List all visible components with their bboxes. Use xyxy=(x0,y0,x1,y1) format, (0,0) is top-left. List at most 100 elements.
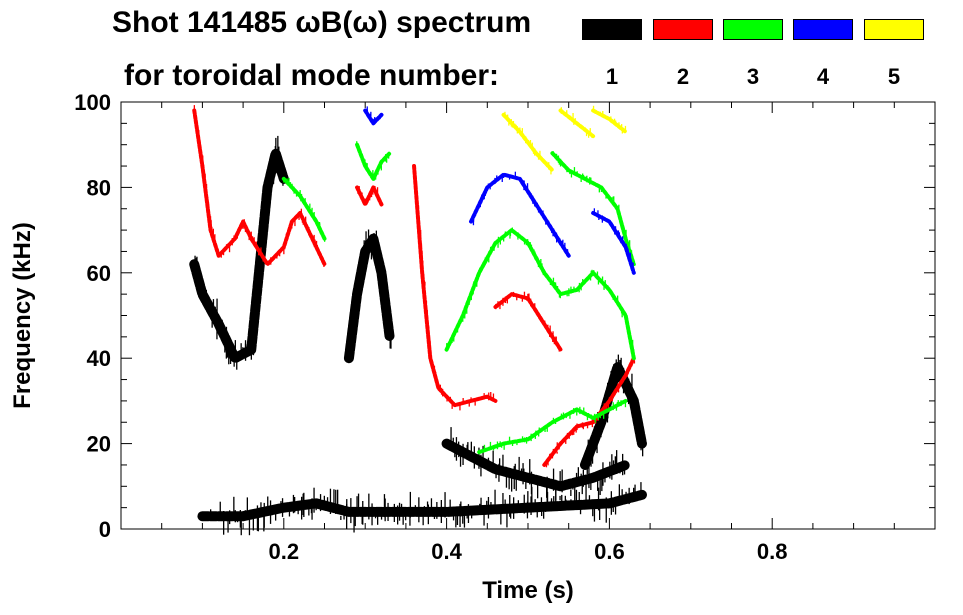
spectral-pixel-mode-4 xyxy=(487,185,489,188)
spectral-pixel-mode-3 xyxy=(537,257,539,261)
spectral-pixel-mode-4 xyxy=(480,200,483,204)
spectral-pixel-mode-1 xyxy=(212,299,215,312)
spectral-pixel-mode-1 xyxy=(575,489,578,509)
spectral-pixel-mode-3 xyxy=(576,171,578,177)
spectral-pixel-mode-3 xyxy=(458,319,461,324)
spectral-pixel-mode-1 xyxy=(373,233,375,240)
spectral-pixel-mode-3 xyxy=(578,282,581,290)
spectral-pixel-mode-1 xyxy=(549,481,551,488)
spectral-pixel-mode-2 xyxy=(207,206,209,212)
spectral-pixel-mode-5 xyxy=(585,130,588,137)
spectral-pixel-mode-2 xyxy=(217,249,219,257)
spectral-pixel-mode-2 xyxy=(566,432,569,439)
spectral-pixel-mode-4 xyxy=(626,246,628,254)
spectral-pixel-mode-2 xyxy=(204,178,206,184)
spectral-pixel-mode-1 xyxy=(387,312,389,339)
spectral-pixel-mode-1 xyxy=(466,512,468,519)
spectral-pixel-mode-1 xyxy=(591,445,594,464)
spectral-pixel-mode-1 xyxy=(628,378,630,405)
spectral-pixel-mode-3 xyxy=(555,153,558,161)
spectral-pixel-mode-1 xyxy=(350,498,352,524)
spectral-pixel-mode-3 xyxy=(591,269,593,276)
spectral-pixel-mode-3 xyxy=(553,282,556,286)
spectral-pixel-mode-1 xyxy=(323,495,325,511)
spectral-pixel-mode-3 xyxy=(599,415,601,419)
spectral-pixel-mode-1 xyxy=(600,412,602,438)
spectral-pixel-mode-1 xyxy=(374,243,376,252)
spectral-pixel-mode-1 xyxy=(458,448,460,458)
spectral-pixel-mode-2 xyxy=(617,388,620,393)
spectral-pixel-mode-1 xyxy=(261,228,263,247)
spectral-pixel-mode-4 xyxy=(618,232,620,239)
spectral-pixel-mode-1 xyxy=(544,507,547,512)
spectral-pixel-mode-3 xyxy=(322,233,324,236)
spectral-pixel-mode-2 xyxy=(419,236,421,239)
spectral-pixel-mode-3 xyxy=(372,170,374,178)
spectral-pixel-mode-3 xyxy=(384,159,386,162)
x-axis-label: Time (s) xyxy=(482,577,574,604)
spectral-pixel-mode-1 xyxy=(200,279,202,291)
spectral-pixel-mode-2 xyxy=(552,448,554,456)
spectral-pixel-mode-3 xyxy=(593,270,595,276)
spectral-pixel-mode-1 xyxy=(365,231,367,255)
mode-5-trace xyxy=(501,111,555,175)
spectral-pixel-mode-2 xyxy=(300,208,302,216)
spectral-pixel-mode-3 xyxy=(311,207,313,213)
spectral-pixel-mode-2 xyxy=(611,397,613,401)
spectral-pixel-mode-1 xyxy=(530,496,532,515)
spectral-pixel-mode-1 xyxy=(450,427,452,448)
spectral-pixel-mode-2 xyxy=(418,227,420,235)
spectral-pixel-mode-2 xyxy=(358,186,360,192)
spectral-pixel-mode-1 xyxy=(459,450,462,467)
spectral-pixel-mode-3 xyxy=(373,174,376,181)
spectral-pixel-mode-1 xyxy=(223,511,225,535)
spectral-pixel-mode-1 xyxy=(277,135,279,160)
spectral-pixel-mode-2 xyxy=(442,388,444,397)
mode-2-band xyxy=(412,164,498,408)
spectral-pixel-mode-3 xyxy=(483,444,486,451)
spectral-pixel-mode-1 xyxy=(601,475,603,492)
spectral-pixel-mode-1 xyxy=(228,340,230,365)
spectral-pixel-mode-1 xyxy=(390,507,392,515)
spectral-pixel-mode-3 xyxy=(632,352,634,359)
spectral-pixel-mode-1 xyxy=(552,468,555,491)
spectral-pixel-mode-1 xyxy=(297,509,299,515)
legend-swatch-mode-2 xyxy=(653,19,713,40)
spectral-pixel-mode-1 xyxy=(536,502,538,518)
spectral-pixel-mode-1 xyxy=(510,507,512,519)
spectral-pixel-mode-4 xyxy=(479,202,481,208)
spectral-pixel-mode-1 xyxy=(575,472,578,483)
spectral-pixel-mode-2 xyxy=(361,192,363,201)
spectral-pixel-mode-4 xyxy=(537,205,540,213)
spectral-pixel-mode-3 xyxy=(554,282,557,289)
mode-4-band xyxy=(363,108,384,126)
spectral-pixel-mode-3 xyxy=(356,141,358,146)
spectral-pixel-mode-2 xyxy=(553,338,555,345)
spectral-pixel-mode-2 xyxy=(198,137,200,145)
spectral-pixel-mode-1 xyxy=(311,498,313,520)
spectral-pixel-mode-2 xyxy=(248,233,250,241)
spectral-pixel-mode-1 xyxy=(430,498,433,514)
spectral-pixel-mode-2 xyxy=(378,199,381,203)
mode-2-trace xyxy=(355,185,384,207)
spectral-pixel-mode-1 xyxy=(601,425,603,431)
spectral-pixel-mode-3 xyxy=(501,443,503,448)
spectral-pixel-mode-1 xyxy=(211,302,213,328)
spectral-pixel-mode-3 xyxy=(570,286,572,294)
spectral-pixel-mode-1 xyxy=(259,267,261,294)
spectral-pixel-mode-1 xyxy=(363,255,365,270)
spectral-pixel-mode-1 xyxy=(639,423,641,442)
spectral-pixel-mode-2 xyxy=(499,301,501,310)
spectral-pixel-mode-3 xyxy=(541,263,543,270)
spectral-pixel-mode-1 xyxy=(356,295,358,307)
spectral-pixel-mode-3 xyxy=(534,251,536,260)
spectral-pixel-mode-1 xyxy=(242,347,244,357)
spectral-pixel-mode-1 xyxy=(634,401,636,409)
spectral-pixel-mode-4 xyxy=(526,183,529,191)
spectral-pixel-mode-5 xyxy=(613,118,616,123)
spectral-pixel-mode-1 xyxy=(492,450,494,468)
mode-3-trace xyxy=(550,151,636,267)
mode-3-trace xyxy=(477,398,628,455)
spectral-pixel-mode-1 xyxy=(629,390,632,397)
